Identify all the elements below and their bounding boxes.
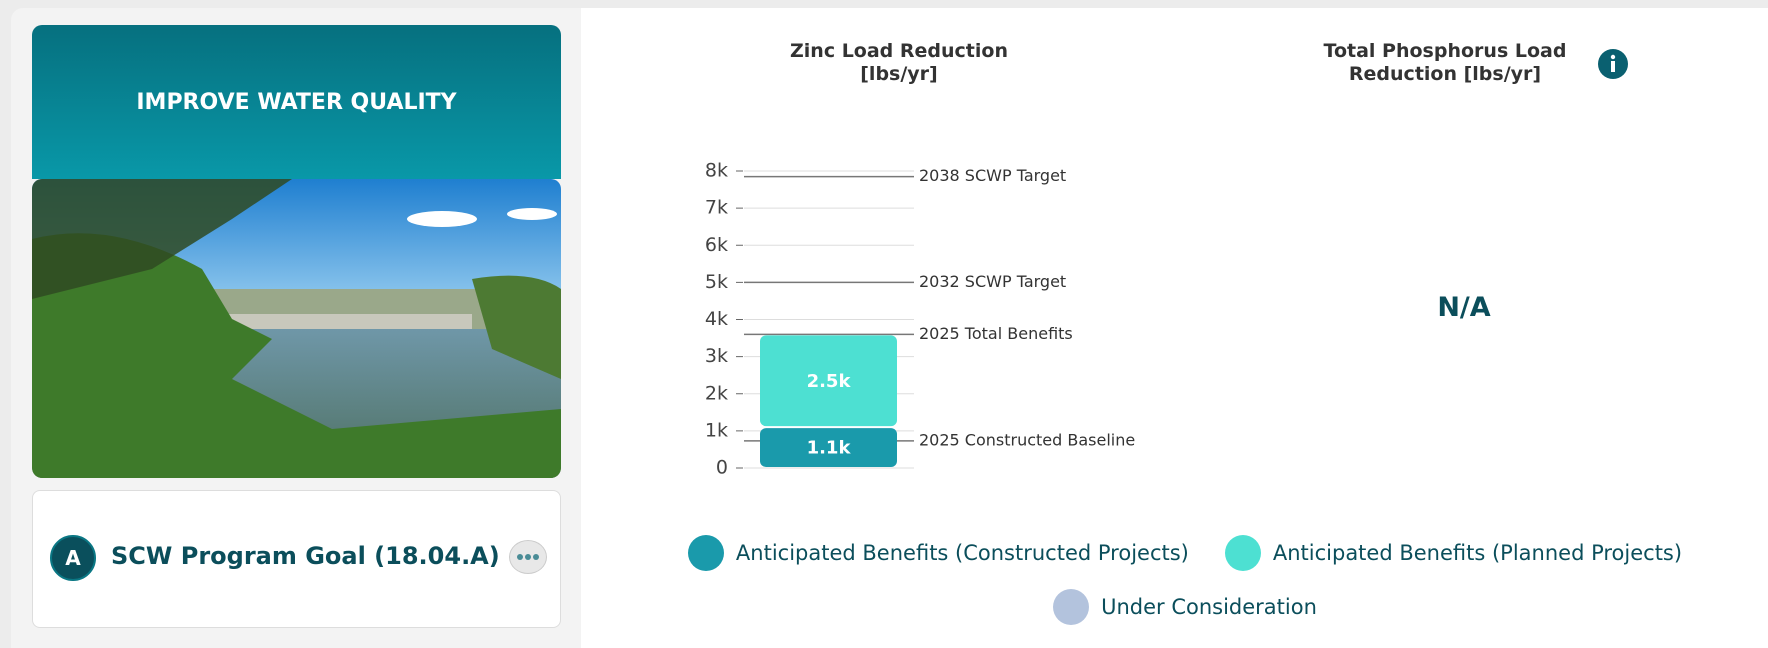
bar: [760, 428, 897, 467]
reference-label: 2025 Total Benefits: [919, 324, 1073, 343]
y-tick-label: 0: [716, 457, 728, 479]
legend-item[interactable]: Anticipated Benefits (Planned Projects): [1224, 535, 1683, 571]
legend-label: Anticipated Benefits (Planned Projects): [1272, 541, 1683, 565]
y-tick-label: 7k: [705, 197, 728, 219]
more-button[interactable]: [509, 540, 547, 574]
right-panel: [581, 8, 1768, 648]
legend-swatch: [687, 535, 724, 571]
legend: Anticipated Benefits (Constructed Projec…: [620, 535, 1750, 625]
goal-title: SCW Program Goal (18.04.A): [111, 542, 500, 570]
legend-item[interactable]: Anticipated Benefits (Constructed Projec…: [687, 535, 1189, 571]
chart-title: Zinc Load Reduction [lbs/yr]: [790, 40, 1008, 85]
goal-badge: A: [50, 535, 96, 581]
legend-label: Anticipated Benefits (Constructed Projec…: [735, 541, 1189, 565]
photo: [32, 179, 561, 478]
legend-swatch: [1224, 535, 1261, 571]
y-tick-label: 4k: [705, 308, 728, 330]
y-tick-label: 3k: [705, 345, 728, 367]
reference-label: 2032 SCWP Target: [919, 272, 1066, 291]
chart-title: Total Phosphorus Load Reduction [lbs/yr]: [1323, 40, 1567, 85]
data-label: 1.1k: [807, 438, 852, 459]
legend-swatch: [1053, 589, 1090, 625]
y-tick-label: 5k: [705, 271, 728, 293]
y-tick-label: 2k: [705, 382, 728, 404]
legend-label: Under Consideration: [1101, 595, 1317, 619]
info-icon[interactable]: [1597, 48, 1629, 80]
bar: [760, 335, 897, 427]
y-tick-label: 8k: [705, 160, 728, 182]
reference-label: 2025 Constructed Baseline: [919, 430, 1135, 449]
no-data-message: N/A: [1437, 292, 1491, 323]
goal-card: [32, 490, 561, 628]
data-label: 2.5k: [807, 371, 852, 392]
y-tick-label: 6k: [705, 234, 728, 256]
banner-title: IMPROVE WATER QUALITY: [32, 25, 561, 179]
reference-label: 2038 SCWP Target: [919, 166, 1066, 185]
legend-item[interactable]: Under Consideration: [1053, 589, 1317, 625]
y-tick-label: 1k: [705, 419, 728, 441]
